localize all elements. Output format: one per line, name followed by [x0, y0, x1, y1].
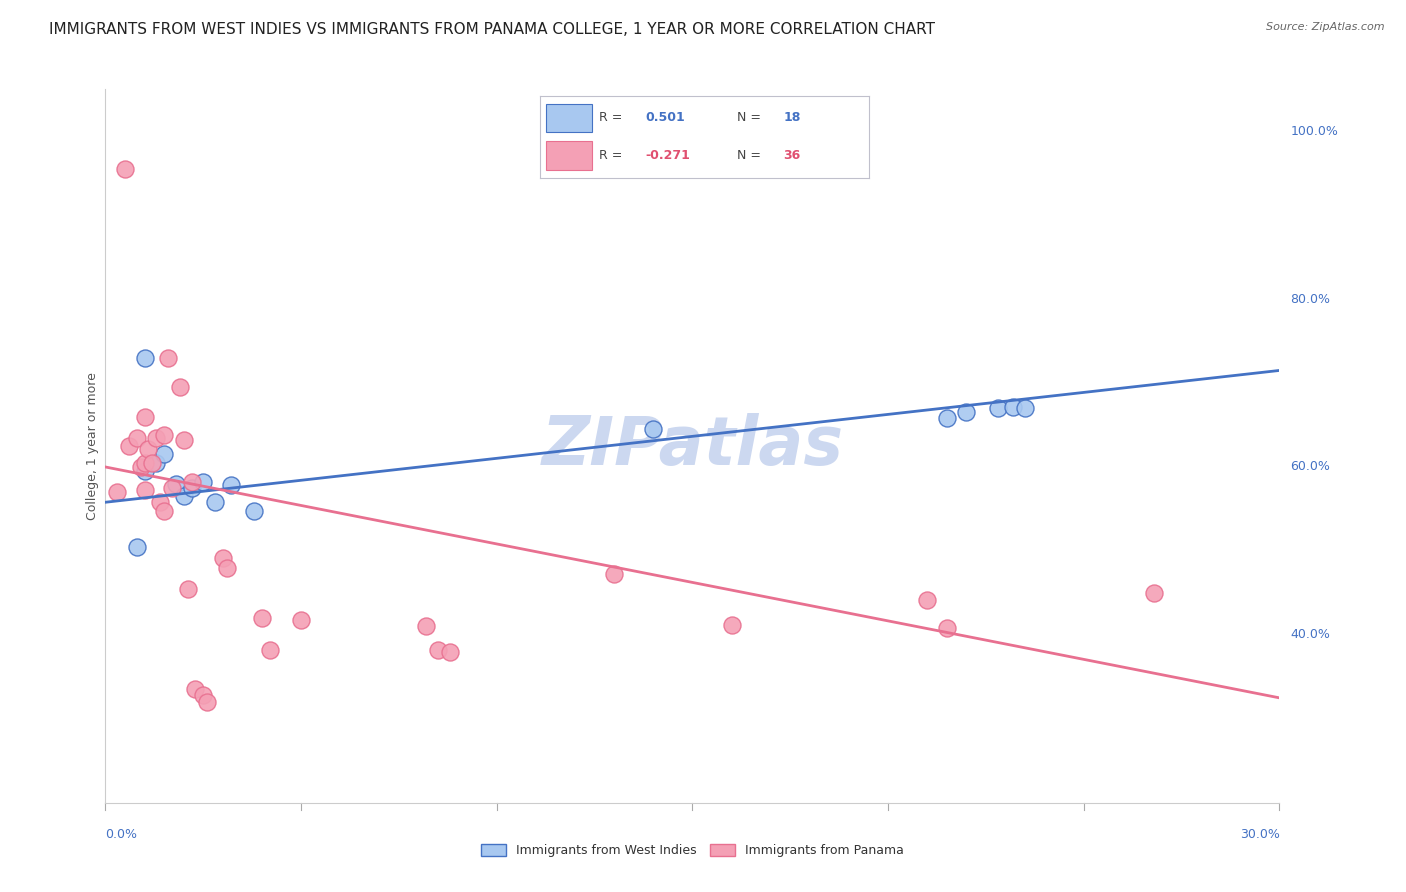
Text: 30.0%: 30.0%: [1240, 828, 1279, 841]
Point: [643, 422, 665, 436]
Text: 0.0%: 0.0%: [105, 828, 138, 841]
Point: [290, 613, 312, 627]
Point: [193, 475, 215, 489]
Point: [427, 643, 450, 657]
Point: [935, 411, 957, 425]
Text: Source: ZipAtlas.com: Source: ZipAtlas.com: [1267, 22, 1385, 32]
Text: 40.0%: 40.0%: [1291, 628, 1330, 641]
Point: [105, 485, 128, 500]
Text: ZIPatlas: ZIPatlas: [541, 413, 844, 479]
Point: [153, 428, 176, 442]
Point: [180, 481, 202, 495]
Point: [173, 433, 195, 447]
Y-axis label: College, 1 year or more: College, 1 year or more: [86, 372, 98, 520]
Point: [1143, 586, 1166, 600]
Point: [1014, 401, 1036, 416]
Point: [157, 351, 180, 365]
Point: [125, 540, 148, 554]
Text: 100.0%: 100.0%: [1291, 125, 1339, 137]
Legend: Immigrants from West Indies, Immigrants from Panama: Immigrants from West Indies, Immigrants …: [481, 844, 904, 857]
Point: [955, 405, 977, 419]
Point: [176, 582, 198, 596]
Point: [134, 483, 156, 498]
Point: [987, 401, 1010, 416]
Point: [169, 380, 191, 394]
Point: [134, 351, 156, 365]
Point: [165, 476, 187, 491]
Point: [204, 495, 226, 509]
Point: [153, 503, 176, 517]
Point: [153, 447, 176, 461]
Point: [114, 161, 136, 176]
Point: [195, 695, 218, 709]
Point: [250, 611, 273, 625]
Point: [160, 481, 183, 495]
Text: 60.0%: 60.0%: [1291, 460, 1330, 474]
Text: 80.0%: 80.0%: [1291, 293, 1330, 306]
Point: [415, 619, 437, 633]
Point: [149, 495, 172, 509]
Point: [184, 682, 207, 697]
Point: [134, 456, 156, 470]
Point: [259, 643, 281, 657]
Point: [141, 456, 163, 470]
Point: [243, 503, 266, 517]
Point: [129, 460, 152, 475]
Point: [125, 431, 148, 445]
Point: [134, 409, 156, 424]
Point: [145, 456, 167, 470]
Point: [215, 560, 238, 574]
Point: [193, 689, 215, 703]
Point: [134, 464, 156, 478]
Point: [935, 621, 957, 635]
Point: [603, 567, 626, 582]
Point: [720, 617, 742, 632]
Point: [118, 439, 141, 453]
Point: [439, 645, 461, 659]
Point: [138, 442, 160, 456]
Point: [173, 489, 195, 503]
Point: [219, 478, 242, 492]
Point: [1002, 400, 1025, 414]
Point: [211, 550, 233, 565]
Point: [145, 431, 167, 445]
Text: IMMIGRANTS FROM WEST INDIES VS IMMIGRANTS FROM PANAMA COLLEGE, 1 YEAR OR MORE CO: IMMIGRANTS FROM WEST INDIES VS IMMIGRANT…: [49, 22, 935, 37]
Point: [180, 475, 202, 489]
Point: [917, 592, 939, 607]
